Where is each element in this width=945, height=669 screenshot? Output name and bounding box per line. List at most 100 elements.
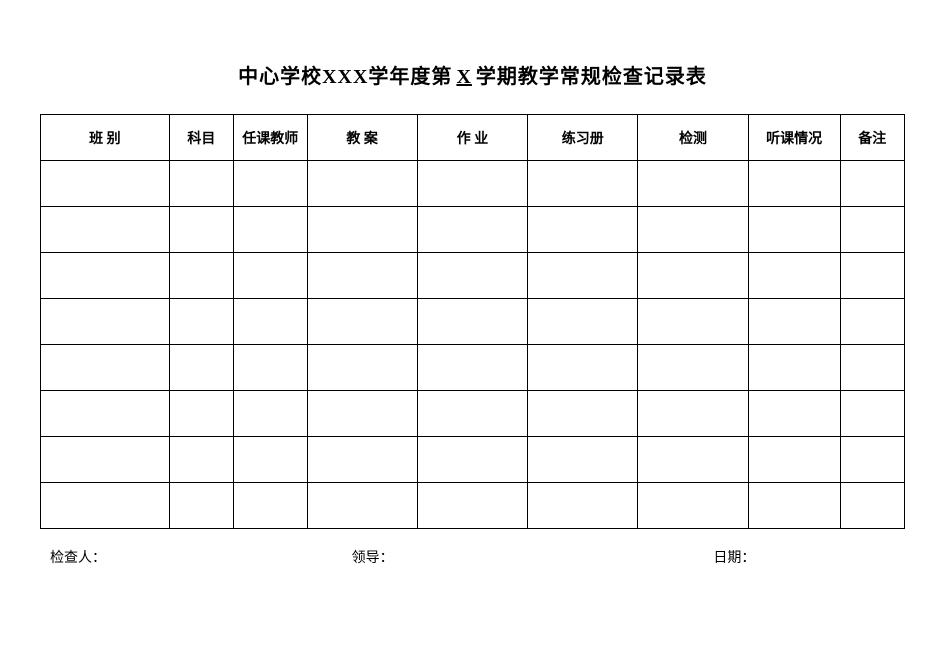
table-row xyxy=(41,161,905,207)
table-cell xyxy=(638,483,748,529)
table-cell xyxy=(234,483,308,529)
table-cell xyxy=(169,253,233,299)
col-header-exercise: 练习册 xyxy=(528,115,638,161)
table-cell xyxy=(528,437,638,483)
table-cell xyxy=(307,161,417,207)
table-cell xyxy=(528,391,638,437)
table-cell xyxy=(840,161,904,207)
col-header-plan: 教 案 xyxy=(307,115,417,161)
table-cell xyxy=(417,207,527,253)
col-header-subject: 科目 xyxy=(169,115,233,161)
table-cell xyxy=(528,207,638,253)
table-cell xyxy=(417,161,527,207)
table-row xyxy=(41,299,905,345)
table-cell xyxy=(417,391,527,437)
table-row xyxy=(41,345,905,391)
table-cell xyxy=(307,345,417,391)
table-cell xyxy=(307,253,417,299)
table-cell xyxy=(41,345,170,391)
col-header-lecture: 听课情况 xyxy=(748,115,840,161)
table-body xyxy=(41,161,905,529)
table-cell xyxy=(638,161,748,207)
table-cell xyxy=(840,483,904,529)
table-cell xyxy=(840,207,904,253)
inspection-table: 班 别 科目 任课教师 教 案 作 业 练习册 检测 听课情况 备注 xyxy=(40,114,905,529)
table-cell xyxy=(840,437,904,483)
table-cell xyxy=(840,253,904,299)
table-cell xyxy=(417,253,527,299)
table-cell xyxy=(638,299,748,345)
title-prefix: 中心学校XXX学年度第 xyxy=(238,66,452,88)
table-cell xyxy=(638,391,748,437)
table-cell xyxy=(638,345,748,391)
col-header-homework: 作 业 xyxy=(417,115,527,161)
col-header-class: 班 别 xyxy=(41,115,170,161)
table-cell xyxy=(528,161,638,207)
table-cell xyxy=(41,483,170,529)
table-cell xyxy=(748,437,840,483)
table-cell xyxy=(234,161,308,207)
table-row xyxy=(41,207,905,253)
table-cell xyxy=(417,483,527,529)
table-header-row: 班 别 科目 任课教师 教 案 作 业 练习册 检测 听课情况 备注 xyxy=(41,115,905,161)
table-row xyxy=(41,483,905,529)
table-cell xyxy=(748,253,840,299)
table-cell xyxy=(748,483,840,529)
table-cell xyxy=(234,437,308,483)
table-cell xyxy=(748,345,840,391)
footer-leader: 领导： xyxy=(232,547,534,567)
col-header-teacher: 任课教师 xyxy=(234,115,308,161)
table-cell xyxy=(169,345,233,391)
table-cell xyxy=(307,299,417,345)
table-cell xyxy=(307,437,417,483)
table-cell xyxy=(41,391,170,437)
table-cell xyxy=(41,161,170,207)
table-cell xyxy=(234,253,308,299)
table-cell xyxy=(638,207,748,253)
table-cell xyxy=(528,253,638,299)
table-cell xyxy=(234,345,308,391)
table-cell xyxy=(307,207,417,253)
table-cell xyxy=(417,345,527,391)
table-cell xyxy=(169,299,233,345)
table-cell xyxy=(169,483,233,529)
table-cell xyxy=(41,299,170,345)
table-cell xyxy=(638,437,748,483)
table-row xyxy=(41,437,905,483)
table-cell xyxy=(840,391,904,437)
table-cell xyxy=(234,207,308,253)
table-cell xyxy=(41,207,170,253)
table-cell xyxy=(234,391,308,437)
page-title: 中心学校XXX学年度第X学期教学常规检查记录表 xyxy=(40,60,905,89)
table-cell xyxy=(840,299,904,345)
footer: 检查人： 领导： 日期： xyxy=(40,547,905,567)
title-semester: X xyxy=(452,66,475,88)
table-cell xyxy=(748,207,840,253)
table-cell xyxy=(307,483,417,529)
table-cell xyxy=(528,483,638,529)
table-cell xyxy=(748,161,840,207)
table-cell xyxy=(748,391,840,437)
table-cell xyxy=(417,437,527,483)
table-cell xyxy=(169,391,233,437)
table-cell xyxy=(748,299,840,345)
title-suffix: 学期教学常规检查记录表 xyxy=(476,66,707,88)
footer-inspector: 检查人： xyxy=(50,547,232,567)
table-row xyxy=(41,253,905,299)
col-header-note: 备注 xyxy=(840,115,904,161)
table-cell xyxy=(840,345,904,391)
table-cell xyxy=(234,299,308,345)
table-cell xyxy=(169,207,233,253)
table-cell xyxy=(307,391,417,437)
table-row xyxy=(41,391,905,437)
table-cell xyxy=(169,437,233,483)
table-cell xyxy=(41,437,170,483)
col-header-test: 检测 xyxy=(638,115,748,161)
table-cell xyxy=(169,161,233,207)
table-cell xyxy=(41,253,170,299)
table-cell xyxy=(528,299,638,345)
table-cell xyxy=(638,253,748,299)
footer-date: 日期： xyxy=(533,547,895,567)
table-cell xyxy=(417,299,527,345)
table-cell xyxy=(528,345,638,391)
